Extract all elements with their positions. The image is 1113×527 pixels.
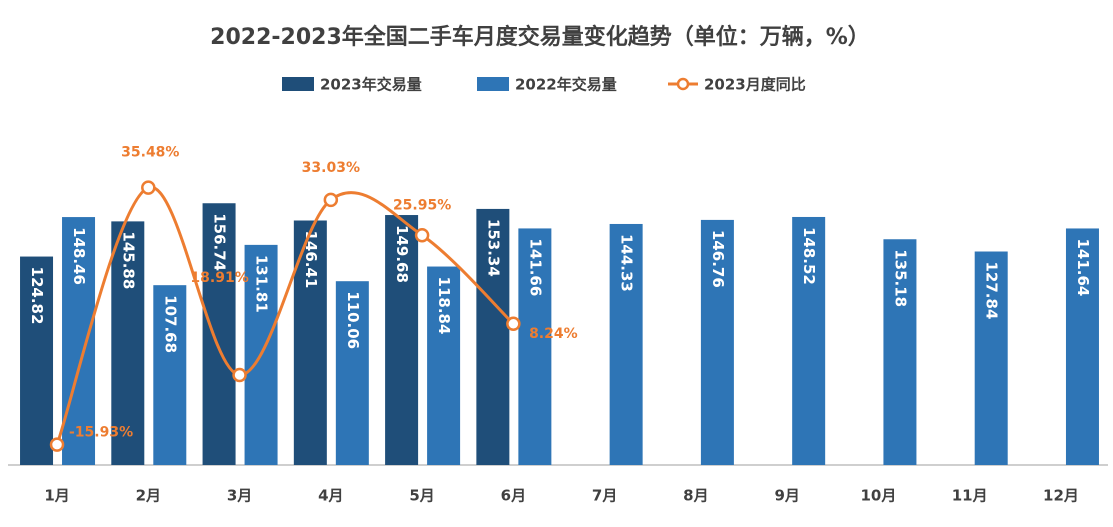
x-tick-label: 12月 <box>1043 487 1079 505</box>
bar <box>609 223 643 465</box>
bar-label: 146.76 <box>709 230 727 288</box>
bar <box>518 228 552 465</box>
bar-label: 145.88 <box>119 231 137 289</box>
bar-label: 110.06 <box>344 291 362 349</box>
bar <box>883 239 917 465</box>
x-tick-label: 8月 <box>683 487 708 505</box>
line-marker <box>49 437 65 452</box>
x-tick-label: 6月 <box>501 487 526 505</box>
x-tick-label: 9月 <box>774 487 799 505</box>
bar-label: 149.68 <box>393 225 411 283</box>
legend-marker <box>676 77 690 91</box>
bar-label: 131.81 <box>253 255 271 313</box>
line-marker <box>506 316 521 332</box>
bar-label: 148.52 <box>800 227 818 285</box>
bar-label: 118.84 <box>435 277 453 335</box>
x-tick-label: 1月 <box>44 487 69 505</box>
legend-label: 2022年交易量 <box>515 76 617 94</box>
bar <box>153 285 187 465</box>
x-tick-label: 5月 <box>409 487 434 505</box>
bar-label: 144.33 <box>618 234 636 292</box>
line-marker <box>232 367 247 383</box>
line-label: 25.95% <box>393 197 451 213</box>
bar <box>700 219 734 465</box>
line-label: 33.03% <box>302 160 360 176</box>
chart-title: 2022-2023年全国二手车月度交易量变化趋势（单位：万辆，%） <box>210 24 870 50</box>
bar-label: 107.68 <box>161 295 179 353</box>
bar-label: 146.41 <box>302 230 320 288</box>
bar-label: 153.34 <box>484 219 502 277</box>
x-tick-label: 10月 <box>860 487 896 505</box>
legend-label: 2023年交易量 <box>320 76 422 94</box>
line-label: -15.93% <box>69 425 133 441</box>
bar <box>20 256 54 465</box>
bar-label: 156.74 <box>211 213 229 271</box>
legend-label: 2023月度同比 <box>704 76 806 94</box>
x-tick-label: 3月 <box>227 487 252 505</box>
line-label: 35.48% <box>121 145 179 161</box>
line-label: 8.24% <box>529 326 578 342</box>
x-tick-label: 11月 <box>952 487 988 505</box>
line-marker <box>323 192 339 208</box>
bar <box>427 266 461 465</box>
bar <box>202 203 236 465</box>
bar-label: 135.18 <box>891 249 909 307</box>
bar <box>335 281 369 465</box>
legend: 2023年交易量 2022年交易量 2023月度同比 <box>282 76 806 94</box>
legend-swatch <box>282 77 314 91</box>
bar-label: 124.82 <box>28 267 46 325</box>
x-tick-label: 2月 <box>136 487 161 505</box>
line-marker <box>141 180 156 195</box>
bar <box>792 216 826 465</box>
bar-label: 141.64 <box>1074 238 1092 296</box>
bar-label: 127.84 <box>983 262 1001 320</box>
bar <box>1065 228 1099 465</box>
x-tick-label: 7月 <box>592 487 617 505</box>
bar <box>974 251 1008 465</box>
legend-swatch <box>477 77 509 91</box>
bar-label: 141.66 <box>526 238 544 296</box>
x-tick-label: 4月 <box>318 487 343 505</box>
bar-label: 148.46 <box>70 227 88 285</box>
bar <box>62 217 96 465</box>
bar <box>111 221 145 465</box>
line-label: 18.91% <box>190 270 248 286</box>
bar <box>385 215 419 465</box>
line-marker <box>414 228 430 243</box>
bar <box>476 208 510 466</box>
